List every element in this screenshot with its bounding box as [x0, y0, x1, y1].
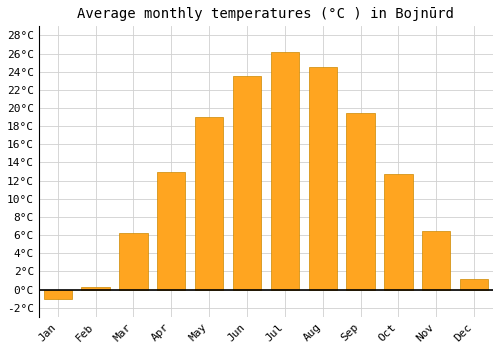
Bar: [460, 279, 488, 289]
Bar: [308, 67, 337, 289]
Bar: [82, 287, 110, 289]
Bar: [195, 117, 224, 289]
Bar: [384, 174, 412, 289]
Bar: [422, 231, 450, 289]
Bar: [119, 233, 148, 289]
Bar: [233, 76, 261, 289]
Bar: [270, 52, 299, 289]
Bar: [346, 113, 375, 289]
Title: Average monthly temperatures (°C ) in Bojnūrd: Average monthly temperatures (°C ) in Bo…: [78, 7, 454, 21]
Bar: [157, 172, 186, 289]
Bar: [44, 289, 72, 299]
